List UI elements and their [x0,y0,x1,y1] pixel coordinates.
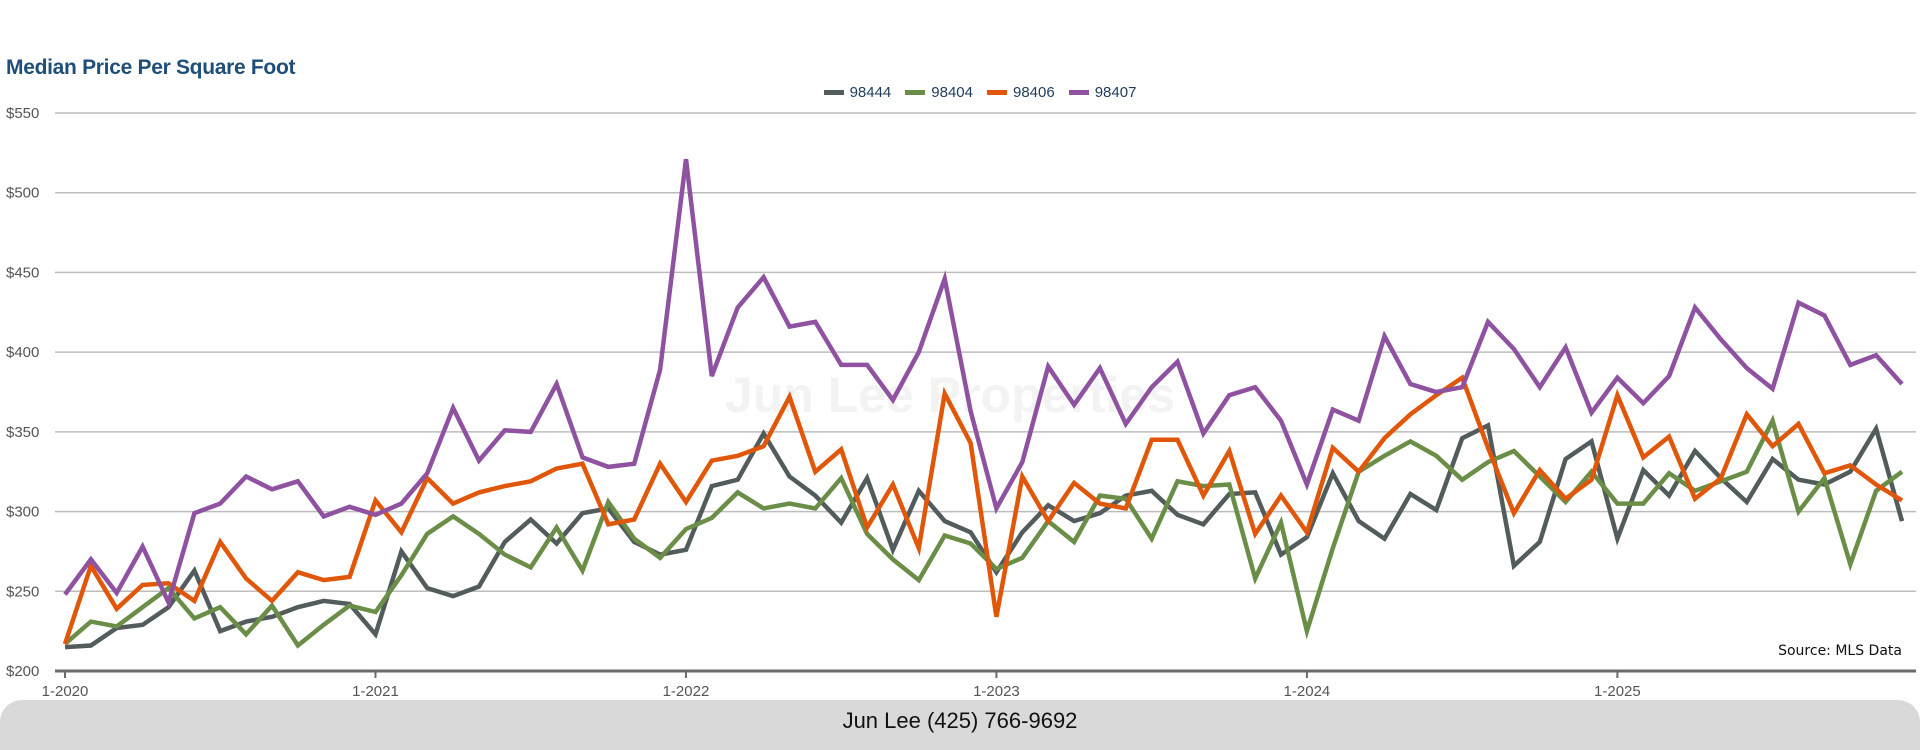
y-tick-label: $500 [6,185,39,202]
legend-item-98444[interactable]: 98444 [823,84,892,101]
series-line-98404 [63,414,1904,649]
series-line-98444 [64,422,1905,650]
y-tick-label: $250 [6,583,39,600]
y-tick-label: $550 [6,105,39,122]
y-tick-label: $200 [6,663,39,680]
legend-swatch [905,90,926,95]
x-tick-label: 1-2020 [42,683,89,700]
legend: 98444 98404 98406 98407 [0,84,1920,101]
y-tick-label: $450 [6,264,39,281]
footer-contact: Jun Lee (425) 766-9692 [842,708,1078,733]
legend-swatch [1068,90,1089,95]
legend-label: 98404 [931,84,973,101]
legend-item-98406[interactable]: 98406 [987,84,1055,101]
legend-swatch [987,90,1007,95]
line-chart: $200 $250 $300 $350 $400 $450 $500 $550 1-2020 1-… [6,105,1916,700]
footer-bar: Jun Lee (425) 766-9692 [0,700,1920,750]
legend-label: 98407 [1094,84,1137,101]
x-tick-label: 1-2024 [1284,683,1331,700]
x-tick-label: 1-2023 [973,683,1020,700]
y-tick-label: $400 [6,344,39,361]
y-tick-label: $300 [6,504,39,521]
source-note: Source: MLS Data [1778,643,1902,659]
legend-swatch [823,90,844,95]
x-tick-label: 1-2022 [663,683,710,700]
series-line-98407 [63,158,1904,609]
x-tick-label: 1-2025 [1594,683,1641,700]
legend-item-98404[interactable]: 98404 [905,84,973,101]
watermark: Jun Lee Properties [724,367,1176,423]
legend-item-98407[interactable]: 98407 [1068,84,1137,101]
x-tick-label: 1-2021 [352,683,399,700]
legend-label: 98444 [849,84,892,101]
y-tick-label: $350 [6,424,39,441]
legend-label: 98406 [1013,84,1055,101]
chart-title: Median Price Per Square Foot [6,56,296,79]
